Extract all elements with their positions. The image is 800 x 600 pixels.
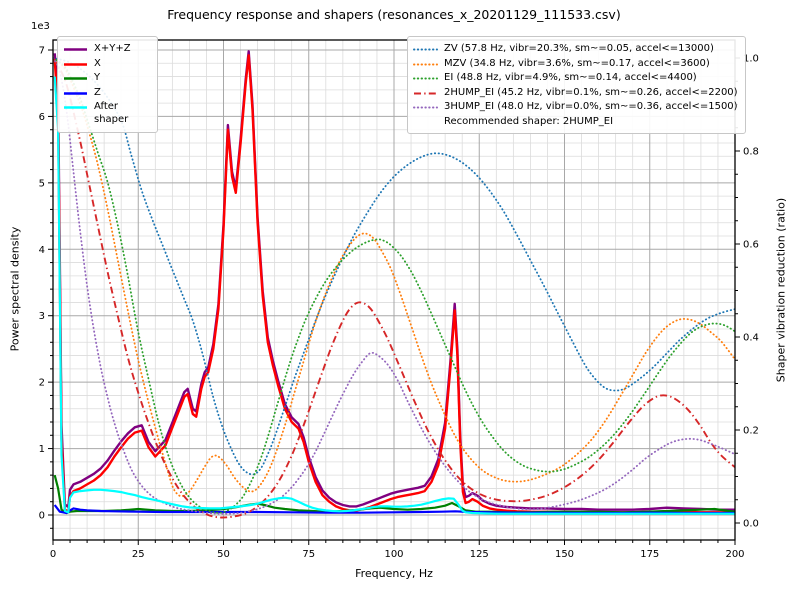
legend-item-2hump_ei: 2HUMP_EI (45.2 Hz, vibr=0.1%, sm~=0.26, … [413,87,738,100]
x-tick-label: 100 [384,549,403,560]
legend-item-zv: ZV (57.8 Hz, vibr=20.3%, sm~=0.05, accel… [413,43,738,56]
curve-after-shaper [53,76,735,515]
legend-line-3hump_ei [413,106,438,109]
legend-label: EI (48.8 Hz, vibr=4.9%, sm~=0.14, accel<… [444,72,697,83]
y-axis-offset-label: 1e3 [31,21,50,32]
chart-title: Frequency response and shapers (resonanc… [167,7,621,22]
y-right-tick-label: 0.4 [743,333,759,344]
legend-item-ei: EI (48.8 Hz, vibr=4.9%, sm~=0.14, accel<… [413,72,738,85]
y-left-tick-label: 0 [39,511,45,522]
y-right-tick-label: 0.2 [743,426,759,437]
y-left-tick-label: 6 [39,112,45,123]
legend-item-x: X [63,58,150,71]
legend-line-x+y+z [64,48,87,51]
legend-label: 3HUMP_EI (48.0 Hz, vibr=0.0%, sm~=0.36, … [444,101,738,112]
legend-label: X [94,57,101,69]
curve-mzv [53,57,735,498]
x-tick-label: 125 [470,549,489,560]
legend-item-x+y+z: X+Y+Z [63,43,150,56]
legend-label: MZV (34.8 Hz, vibr=3.6%, sm~=0.17, accel… [444,57,710,69]
curves [53,50,735,519]
recommended-shaper-note: Recommended shaper: 2HUMP_EI [444,115,614,127]
y-left-tick-label: 3 [39,311,45,322]
x-axis-label: Frequency, Hz [355,567,433,580]
x-tick-label: 175 [640,549,659,560]
ticks [48,49,740,545]
grid-minor [53,40,735,540]
curve-zv [53,57,735,476]
x-tick-label: 25 [132,549,145,560]
curve-2hump_ei [53,57,735,519]
legend-label: ZV (57.8 Hz, vibr=20.3%, sm~=0.05, accel… [444,43,714,54]
legend-item-3hump_ei: 3HUMP_EI (48.0 Hz, vibr=0.0%, sm~=0.36, … [413,101,738,114]
legend-label: Z [94,86,101,98]
y-axis-left-label: Power spectral density [8,226,22,352]
y-axis-right-label: Shaper vibration reduction (ratio) [774,197,788,383]
legend-psd-curves: X+Y+Z X Y Z After shaper [57,36,158,133]
y-right-tick-label: 0.6 [743,240,759,251]
y-left-tick-label: 2 [39,378,45,389]
legend-line-mzv [413,63,438,65]
tick-labels: 0 25 50 75 100 125 150 175 200 0 1 2 3 4 5 6 7 0.0 0.2 0.4 0… [39,46,759,561]
legend-item-mzv: MZV (34.8 Hz, vibr=3.6%, sm~=0.17, accel… [413,58,738,71]
legend-item-after-shaper: After shaper [63,101,150,126]
legend-line-zv [413,48,438,51]
x-tick-label: 75 [302,549,315,560]
y-right-tick-label: 1.0 [743,54,759,65]
legend-item-y: Y [63,72,150,85]
y-left-tick-label: 4 [39,245,45,256]
legend-label: X+Y+Z [94,43,131,54]
y-right-tick-label: 0.0 [743,519,759,530]
legend-line-z [64,91,87,95]
legend-line-ei [413,77,438,80]
legend-line-2hump_ei [414,92,437,94]
x-tick-label: 50 [217,549,230,560]
legend-label: 2HUMP_EI (45.2 Hz, vibr=0.1%, sm~=0.26, … [444,86,738,98]
legend-line-after-shaper [64,106,87,109]
curve-ei [53,57,735,514]
curve-x [53,54,735,514]
x-tick-label: 200 [725,549,744,560]
y-left-tick-label: 5 [39,178,45,189]
x-tick-label: 150 [555,549,574,560]
legend-line-y [64,77,87,80]
legend-label: Y [94,72,101,83]
legend-label: After shaper [94,101,129,125]
legend-shapers: ZV (57.8 Hz, vibr=20.3%, sm~=0.05, accel… [407,36,746,134]
y-left-tick-label: 7 [39,46,45,57]
y-right-tick-label: 0.8 [743,147,759,158]
legend-item-z: Z [63,87,150,100]
curve-3hump_ei [53,57,735,515]
legend-line-x [64,62,87,66]
x-tick-label: 0 [50,549,56,560]
y-left-tick-label: 1 [39,444,45,455]
